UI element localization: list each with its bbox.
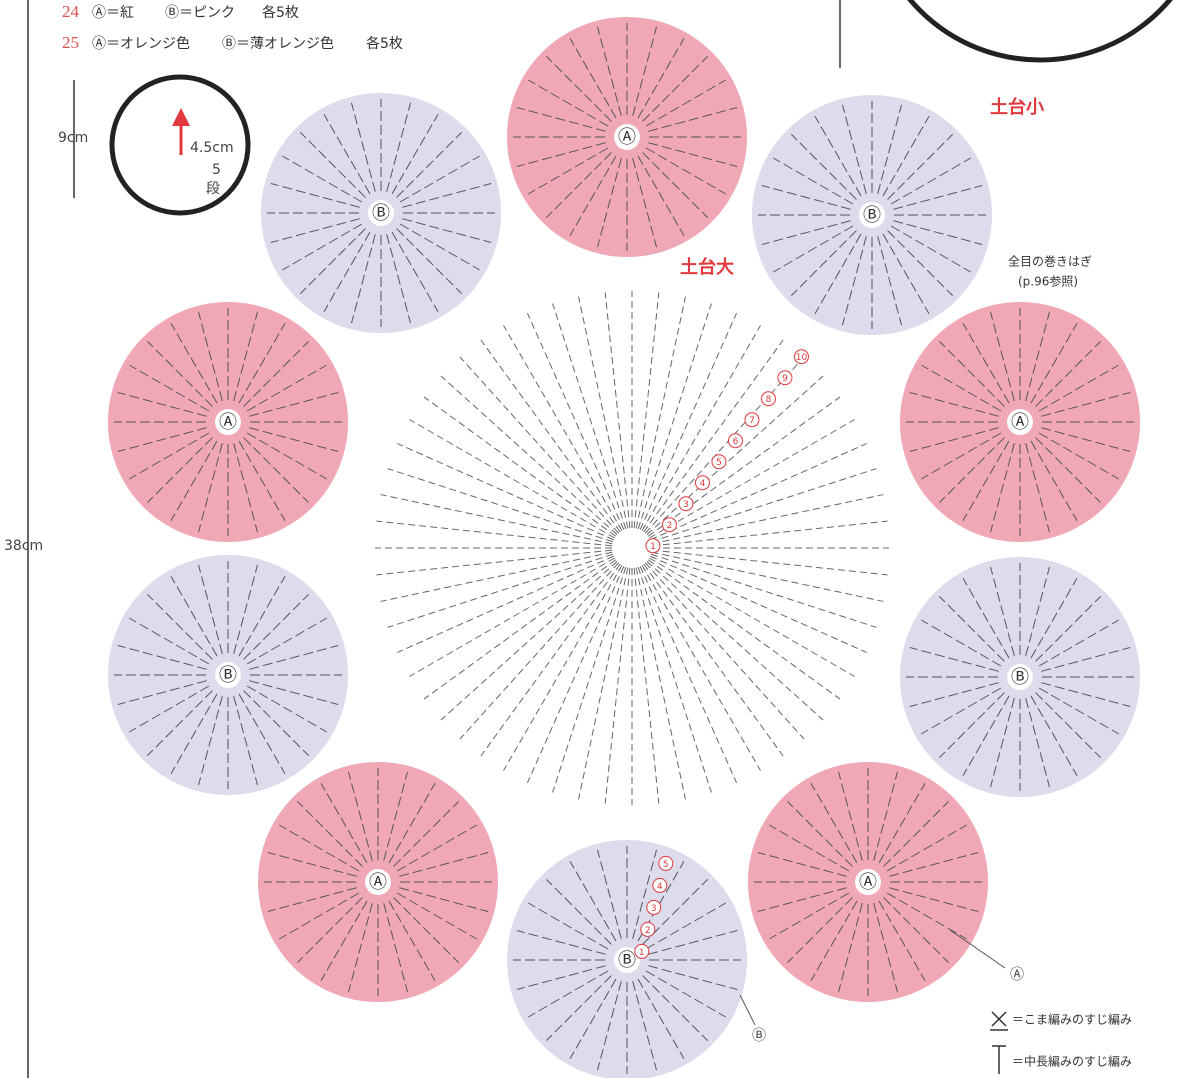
crochet-diagram: 24 Ⓐ＝紅 Ⓑ＝ピンク 各5枚 25 Ⓐ＝オレンジ色 Ⓑ＝薄オレンジ色 各5枚… xyxy=(0,0,1179,1078)
motif-label: Ⓐ xyxy=(219,412,237,433)
color-b: Ⓑ＝ピンク xyxy=(165,5,235,21)
row-number: 9 xyxy=(782,374,788,384)
row-number: 1 xyxy=(639,948,645,958)
total-label: 38cm xyxy=(4,538,43,554)
motif: Ⓑ xyxy=(507,840,747,1078)
motif-label: Ⓑ xyxy=(863,205,881,226)
callout-leader xyxy=(740,995,755,1025)
row-number: 2 xyxy=(645,926,651,936)
motif-label: Ⓑ xyxy=(219,665,237,686)
motif-label: Ⓑ xyxy=(372,203,390,224)
row-number: 5 xyxy=(716,458,722,468)
color-a: Ⓐ＝オレンジ色 xyxy=(92,36,190,52)
motif: Ⓑ xyxy=(900,557,1140,797)
motif: Ⓑ xyxy=(261,93,501,333)
rows-unit: 段 xyxy=(206,181,220,197)
legend-symbol xyxy=(990,1012,1008,1030)
finished-shape-arc xyxy=(870,0,1179,60)
legend-label: ＝中長編みのすじ編み xyxy=(1012,1054,1132,1069)
motif-layer: ⒶⒷⒶⒷⒶⒷⒶⒷⒶⒷ1234567891012345 xyxy=(108,17,1140,1078)
motif-label: Ⓐ xyxy=(1011,412,1029,433)
row-number: 6 xyxy=(733,437,739,447)
small-base-label: 土台小 xyxy=(990,96,1044,118)
row-number: 5 xyxy=(663,860,669,870)
radius-label: 4.5cm xyxy=(190,140,234,156)
motif-label: Ⓑ xyxy=(618,950,636,971)
rows-number: 5 xyxy=(212,162,221,178)
row-number: 8 xyxy=(766,395,772,405)
row-number: 4 xyxy=(700,479,706,489)
callout-a: Ⓐ xyxy=(1010,967,1024,983)
color-a: Ⓐ＝紅 xyxy=(92,5,134,21)
row-number: 3 xyxy=(683,500,689,510)
pattern-number: 25 xyxy=(62,33,79,52)
row-number: 10 xyxy=(796,353,808,363)
legend-symbol xyxy=(992,1046,1006,1074)
row-number: 1 xyxy=(650,542,656,552)
row-number: 7 xyxy=(749,416,755,426)
motif: Ⓑ xyxy=(752,95,992,335)
large-base-label: 土台大 xyxy=(680,256,734,278)
color-b: Ⓑ＝薄オレンジ色 xyxy=(222,36,334,52)
legend-label: ＝こま編みのすじ編み xyxy=(1012,1013,1132,1027)
row-number: 2 xyxy=(667,521,673,531)
count: 各5枚 xyxy=(262,5,299,21)
motif: Ⓐ xyxy=(900,302,1140,542)
motif-label: Ⓐ xyxy=(369,872,387,893)
row-number: 4 xyxy=(657,882,663,892)
join-label: 全目の巻きはぎ xyxy=(1008,255,1092,269)
motif: Ⓐ xyxy=(507,17,747,257)
row-number: 3 xyxy=(651,904,657,914)
motif-label: Ⓐ xyxy=(859,872,877,893)
pattern-number: 24 xyxy=(62,2,80,21)
motif: Ⓐ xyxy=(748,762,988,1002)
legend: ＝こま編みのすじ編み ＝中長編みのすじ編み xyxy=(990,1012,1132,1074)
callout-b: Ⓑ xyxy=(752,1028,766,1044)
height-label: 9cm xyxy=(58,130,88,146)
motif: Ⓑ xyxy=(108,555,348,795)
motif-label: Ⓑ xyxy=(1011,667,1029,688)
radius-arrow-head xyxy=(172,108,190,126)
motif-label: Ⓐ xyxy=(618,127,636,148)
count: 各5枚 xyxy=(366,36,403,52)
motif: Ⓐ xyxy=(108,302,348,542)
motif: Ⓐ xyxy=(258,762,498,1002)
join-reference: (p.96参照) xyxy=(1018,275,1078,289)
